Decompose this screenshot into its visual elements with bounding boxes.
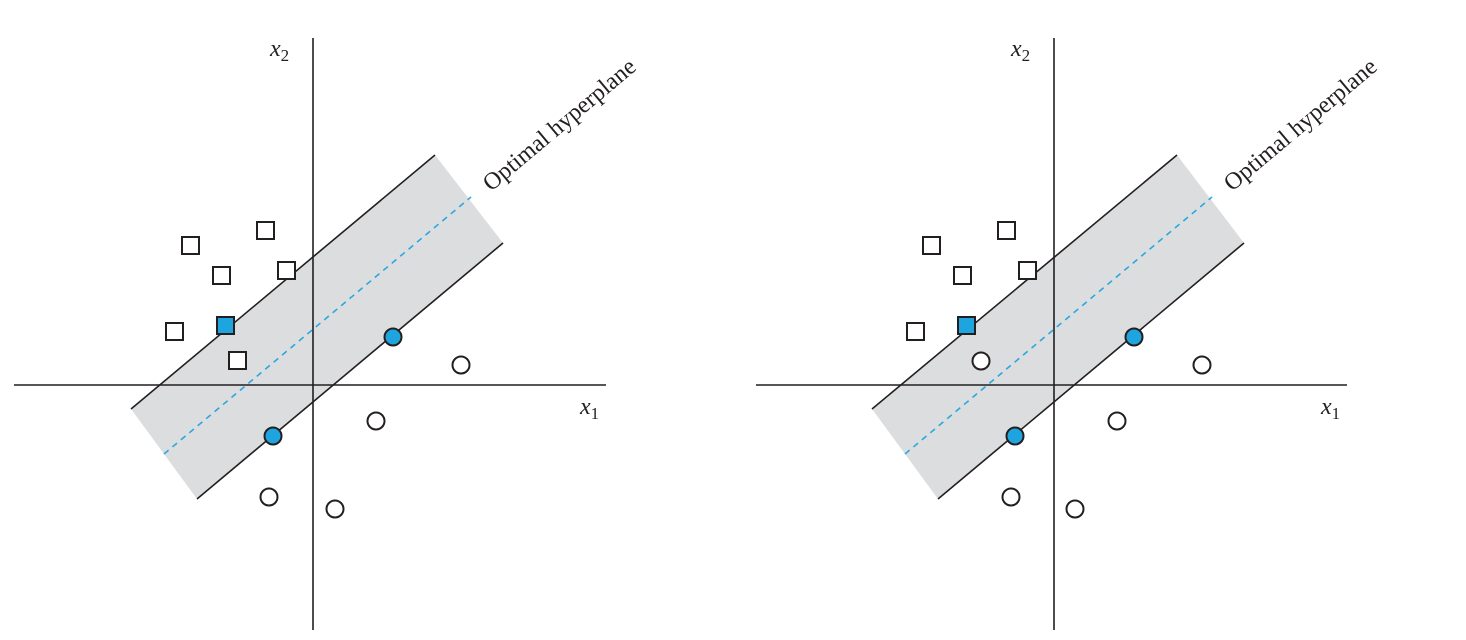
- square-point: [228, 351, 247, 370]
- margin-edge-upper: [871, 154, 1178, 410]
- support-vector-circle: [1005, 426, 1025, 446]
- support-vector-circle: [1124, 327, 1144, 347]
- circle-point: [451, 355, 471, 375]
- panel-left: x1 x2 Optimal hyperplane: [14, 36, 641, 630]
- square-point: [1018, 261, 1037, 280]
- x1-axis-label: x1: [1320, 394, 1340, 423]
- circle-point: [1065, 499, 1085, 519]
- margin-band: [131, 155, 503, 499]
- x1-axis-label: x1: [579, 394, 599, 423]
- square-point: [165, 322, 184, 341]
- square-point: [997, 221, 1016, 240]
- margin-band: [872, 155, 1244, 499]
- circle-point: [366, 411, 386, 431]
- margin-edge-upper: [130, 154, 436, 410]
- margin-edge-lower: [196, 242, 504, 500]
- panel-right: x1 x2 Optimal hyperplane: [756, 36, 1382, 630]
- circle-point: [971, 351, 991, 371]
- circle-point: [259, 487, 279, 507]
- square-point: [277, 261, 296, 280]
- x2-axis-label: x2: [269, 36, 289, 65]
- square-point: [256, 221, 275, 240]
- hyperplane-label: Optimal hyperplane: [1219, 54, 1382, 197]
- square-point: [953, 266, 972, 285]
- optimal-hyperplane: [904, 196, 1213, 455]
- circle-point: [1107, 411, 1127, 431]
- square-point: [906, 322, 925, 341]
- class-circles: [971, 327, 1212, 519]
- support-vector-square: [216, 316, 235, 335]
- square-point: [181, 236, 200, 255]
- support-vector-circle: [263, 426, 283, 446]
- circle-point: [1192, 355, 1212, 375]
- circle-point: [325, 499, 345, 519]
- class-circles: [259, 327, 471, 519]
- square-point: [212, 266, 231, 285]
- support-vector-circle: [383, 327, 403, 347]
- circle-point: [1001, 487, 1021, 507]
- margin-edge-lower: [937, 242, 1245, 500]
- class-squares: [165, 221, 296, 370]
- class-squares: [906, 221, 1037, 341]
- hyperplane-label: Optimal hyperplane: [478, 54, 641, 197]
- square-point: [922, 236, 941, 255]
- optimal-hyperplane: [163, 196, 472, 455]
- x2-axis-label: x2: [1010, 36, 1030, 65]
- support-vector-square: [957, 316, 976, 335]
